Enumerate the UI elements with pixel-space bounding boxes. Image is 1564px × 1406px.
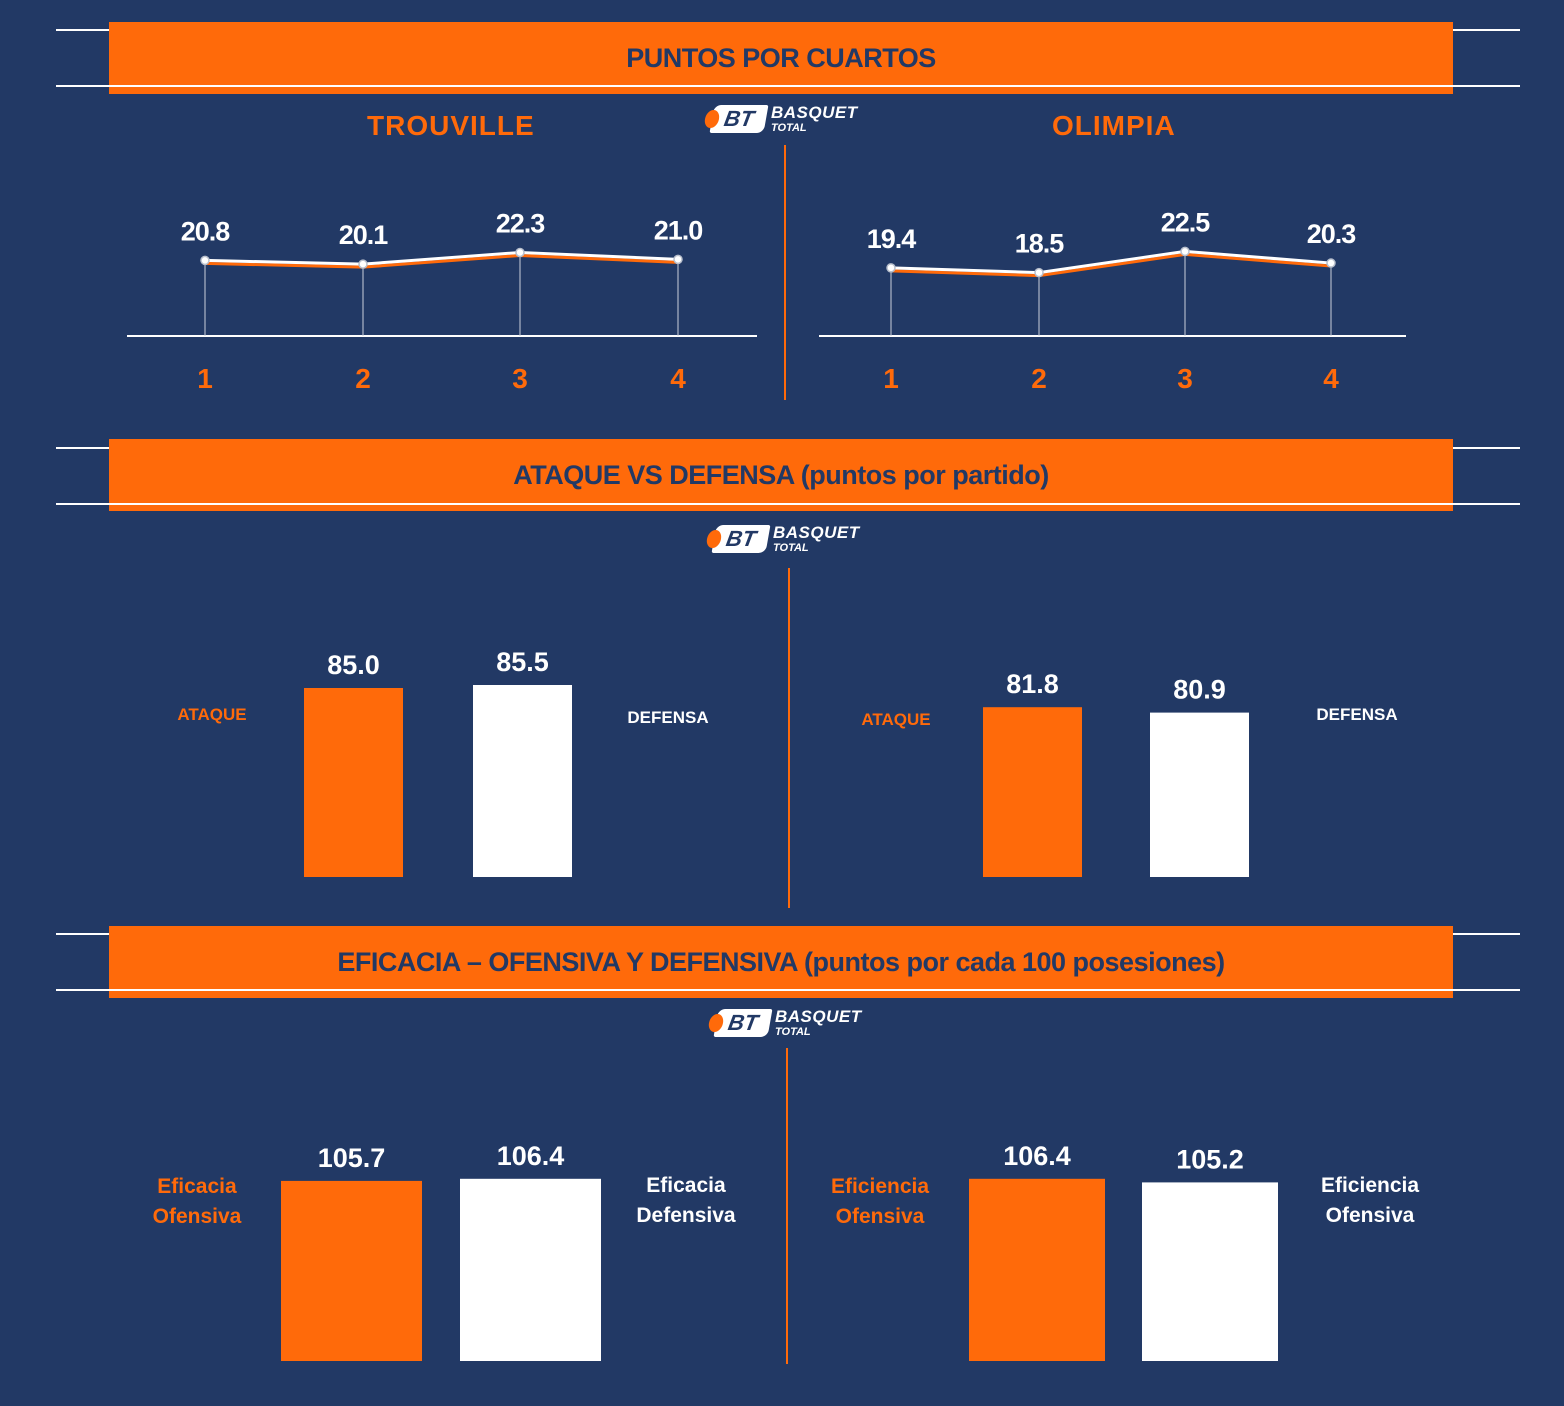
label-line: Eficiencia: [830, 1175, 930, 1198]
data-point: [886, 263, 896, 273]
line-chart-trouville: 20.8 1 20.1 2 22.3 3 21.0 4: [127, 208, 757, 394]
bar: [1142, 1182, 1278, 1361]
team-name-right: OLIMPIA: [1052, 110, 1176, 141]
label-line: Ofensiva: [1325, 1204, 1415, 1227]
data-label: 21.0: [654, 215, 703, 245]
logo-subword: TOTAL: [775, 1026, 811, 1038]
divider-line: [56, 85, 1520, 87]
category-label: 3: [512, 363, 528, 394]
data-point: [1180, 246, 1190, 257]
section-title: PUNTOS POR CUARTOS: [626, 42, 936, 73]
label-eficiencia-ofensiva-right: Eficiencia Ofensiva: [820, 1172, 940, 1232]
category-label: 3: [1177, 363, 1193, 394]
bar-value-label: 106.4: [1003, 1141, 1071, 1171]
vertical-divider: [784, 145, 786, 400]
bar: [969, 1178, 1105, 1361]
label-ataque-left: ATAQUE: [177, 705, 247, 724]
label-defensa-right: DEFENSA: [1316, 705, 1398, 724]
bar: [304, 688, 403, 877]
category-label: 2: [355, 363, 371, 394]
data-label: 20.8: [181, 216, 231, 246]
data-point: [200, 255, 210, 266]
bar: [473, 685, 572, 877]
bar: [1150, 712, 1249, 877]
bar: [460, 1178, 601, 1361]
category-label: 1: [197, 363, 213, 394]
label-line: Ofensiva: [835, 1205, 925, 1228]
category-label: 4: [670, 363, 686, 394]
label-line: Eficiencia: [1320, 1174, 1420, 1197]
vertical-divider: [788, 568, 790, 908]
data-point: [673, 254, 683, 265]
basquet-total-logo: BT BASQUET TOTAL: [711, 523, 860, 554]
section-title: ATAQUE VS DEFENSA (puntos por partido): [513, 459, 1049, 490]
line-chart-olimpia: 19.4 1 18.5 2 22.5 3 20.3 4: [819, 207, 1406, 394]
vertical-divider: [786, 1048, 788, 1364]
bar-value-label: 81.8: [1006, 669, 1059, 699]
data-label: 22.3: [496, 208, 546, 238]
label-line: Eficacia: [646, 1174, 726, 1197]
logo-word: BASQUET: [775, 1007, 862, 1026]
logo-subword: TOTAL: [773, 542, 809, 554]
team-name-left: TROUVILLE: [367, 110, 535, 141]
basquet-total-logo: BT BASQUET TOTAL: [709, 103, 858, 134]
category-label: 4: [1323, 363, 1339, 394]
data-point: [1326, 258, 1336, 268]
bar: [281, 1180, 422, 1361]
series-line: [204, 250, 679, 266]
label-line: Eficacia: [157, 1175, 237, 1198]
label-line: Ofensiva: [152, 1205, 242, 1228]
data-point: [1034, 267, 1044, 278]
label-eficiencia-ofensiva-right-2: Eficiencia Ofensiva: [1310, 1171, 1430, 1231]
logo-subword: TOTAL: [771, 122, 807, 134]
label-line: Defensiva: [636, 1204, 736, 1227]
label-ataque-right: ATAQUE: [861, 710, 931, 729]
section-title: EFICACIA – OFENSIVA Y DEFENSIVA (puntos …: [337, 946, 1225, 977]
divider-line: [56, 503, 1520, 505]
section-banner-attack-defense: ATAQUE VS DEFENSA (puntos por partido): [109, 439, 1453, 511]
bar-value-label: 106.4: [497, 1141, 565, 1171]
data-point: [358, 259, 368, 269]
bar-value-label: 85.5: [496, 647, 549, 677]
section-banner-quarters: PUNTOS POR CUARTOS: [109, 22, 1453, 94]
bar-chart-trouville-attack-defense: 85.0 85.5: [304, 647, 572, 877]
data-label: 20.3: [1307, 219, 1357, 249]
bar-charts-attack-defense: 85.0 85.5 81.8 80.9: [304, 647, 1249, 877]
logo-word: BASQUET: [771, 103, 858, 122]
category-label: 1: [883, 363, 899, 394]
series-line-shadow: [204, 253, 679, 269]
bar-chart-olimpia-attack-defense: 81.8 80.9: [983, 669, 1249, 877]
data-label: 18.5: [1015, 229, 1065, 259]
label-defensa-left: DEFENSA: [627, 708, 709, 727]
data-label: 19.4: [867, 224, 917, 254]
section-banner-efficiency: EFICACIA – OFENSIVA Y DEFENSIVA (puntos …: [109, 926, 1453, 998]
line-charts-quarters: 20.8 1 20.1 2 22.3 3 21.0 4 19.4 1 18.5 2 22.5 3 20.3…: [127, 207, 1406, 394]
label-eficacia-ofensiva-left: Eficacia Ofensiva: [137, 1172, 257, 1232]
label-eficacia-defensiva-left: Eficacia Defensiva: [626, 1171, 746, 1231]
basquet-total-logo: BT BASQUET TOTAL: [713, 1007, 862, 1038]
series-line: [890, 249, 1332, 275]
bar-value-label: 105.7: [318, 1143, 386, 1173]
data-label: 20.1: [339, 220, 389, 250]
bar: [983, 707, 1082, 877]
series-line-shadow: [890, 252, 1332, 278]
category-label: 2: [1031, 363, 1047, 394]
bar-chart-trouville-efficiency: 105.7 106.4: [281, 1141, 601, 1361]
logo-word: BASQUET: [773, 523, 860, 542]
bar-value-label: 85.0: [327, 650, 380, 680]
bar-value-label: 105.2: [1176, 1144, 1244, 1174]
divider-line: [56, 989, 1520, 991]
bar-chart-olimpia-efficiency: 106.4 105.2: [969, 1141, 1278, 1361]
data-label: 22.5: [1161, 207, 1211, 237]
bar-value-label: 80.9: [1173, 675, 1226, 705]
data-point: [515, 247, 525, 258]
